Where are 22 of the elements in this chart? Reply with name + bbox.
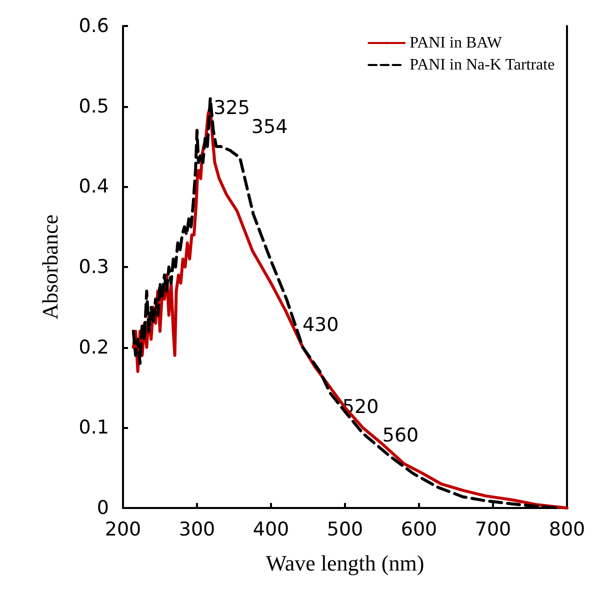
y-tick-label: 0.1 <box>78 416 109 439</box>
annotation: 354 <box>251 116 288 138</box>
y-tick-label: 0 <box>96 497 109 519</box>
y-tick-label: 0.2 <box>78 336 109 358</box>
annotation: 560 <box>382 424 419 447</box>
x-tick-label: 800 <box>548 518 586 540</box>
x-tick-label: 600 <box>400 518 438 540</box>
legend-label: PANI in BAW <box>410 34 503 52</box>
x-tick-label: 700 <box>474 518 512 540</box>
x-axis-title: Wave length (nm) <box>266 550 424 576</box>
y-tick-label: 0.3 <box>78 256 109 278</box>
annotation: 325 <box>214 96 250 119</box>
legend-label: PANI in Na-K Tartrate <box>410 56 555 74</box>
y-axis-title: Absorbance <box>38 214 62 320</box>
y-tick-label: 0.6 <box>78 15 109 37</box>
annotation: 430 <box>302 314 339 336</box>
x-tick-label: 300 <box>178 518 216 540</box>
x-tick-label: 200 <box>104 518 142 540</box>
y-tick-label: 0.4 <box>78 176 109 198</box>
y-tick-label: 0.5 <box>78 95 109 118</box>
x-tick-label: 400 <box>252 518 290 540</box>
x-tick-label: 500 <box>326 518 364 540</box>
